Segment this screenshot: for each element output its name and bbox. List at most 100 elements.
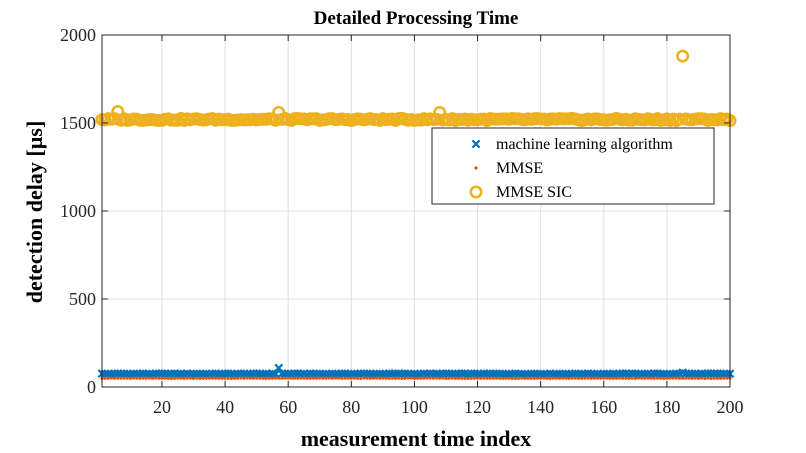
data-point bbox=[419, 376, 423, 380]
data-point bbox=[551, 376, 555, 380]
data-point bbox=[236, 376, 240, 380]
data-point bbox=[191, 376, 196, 380]
data-point bbox=[255, 376, 259, 380]
data-point bbox=[718, 376, 723, 380]
x-axis-label: measurement time index bbox=[301, 426, 532, 451]
data-point bbox=[308, 376, 312, 380]
data-point bbox=[406, 376, 410, 380]
data-point bbox=[302, 376, 306, 380]
data-point bbox=[154, 376, 158, 380]
data-point bbox=[523, 376, 527, 380]
x-tick-label: 20 bbox=[153, 397, 171, 417]
data-point bbox=[715, 376, 719, 380]
y-tick-label: 1500 bbox=[60, 113, 96, 133]
data-point bbox=[674, 376, 678, 380]
data-point bbox=[198, 376, 202, 380]
data-point bbox=[709, 376, 713, 380]
data-point bbox=[431, 376, 435, 380]
data-point bbox=[520, 376, 524, 380]
data-point bbox=[337, 376, 341, 380]
data-point bbox=[138, 376, 142, 380]
data-point bbox=[239, 376, 243, 380]
data-point bbox=[185, 376, 189, 380]
data-point bbox=[441, 376, 445, 380]
data-point bbox=[676, 49, 690, 63]
data-point bbox=[646, 376, 650, 380]
data-point bbox=[526, 376, 530, 380]
data-point bbox=[356, 376, 360, 380]
data-point bbox=[516, 376, 521, 380]
data-point bbox=[176, 376, 180, 380]
x-tick-label: 200 bbox=[717, 397, 744, 417]
y-tick-label: 500 bbox=[69, 289, 96, 309]
data-point bbox=[103, 376, 107, 380]
data-point bbox=[362, 376, 366, 380]
x-tick-label: 100 bbox=[401, 397, 428, 417]
data-point bbox=[425, 376, 429, 380]
data-point bbox=[122, 376, 126, 380]
data-point bbox=[258, 376, 262, 380]
legend-label: MMSE bbox=[496, 160, 543, 177]
data-point bbox=[387, 376, 391, 380]
x-tick-label: 60 bbox=[279, 397, 297, 417]
data-point bbox=[677, 376, 682, 380]
data-point bbox=[542, 376, 546, 380]
data-point bbox=[400, 376, 404, 380]
data-point bbox=[349, 376, 353, 380]
data-point bbox=[327, 376, 331, 380]
data-point bbox=[318, 376, 322, 380]
data-point bbox=[242, 376, 246, 380]
data-point bbox=[447, 376, 451, 380]
data-point bbox=[488, 376, 492, 380]
data-point bbox=[273, 376, 278, 380]
data-point bbox=[570, 376, 574, 380]
y-tick-label: 2000 bbox=[60, 25, 96, 45]
data-point bbox=[668, 376, 672, 380]
data-point bbox=[169, 376, 174, 380]
data-point bbox=[229, 376, 233, 380]
data-point bbox=[403, 376, 407, 380]
data-point bbox=[592, 376, 596, 380]
data-point bbox=[106, 376, 110, 380]
data-point bbox=[305, 376, 309, 380]
legend-marker-x bbox=[471, 139, 481, 149]
data-point bbox=[147, 376, 151, 380]
data-point bbox=[696, 376, 701, 380]
data-point bbox=[264, 376, 268, 380]
data-point bbox=[340, 376, 344, 380]
data-point bbox=[706, 376, 710, 380]
data-point bbox=[621, 376, 625, 380]
legend-marker-dot bbox=[474, 166, 478, 170]
data-point bbox=[722, 376, 726, 380]
legend-label: MMSE SIC bbox=[496, 184, 572, 201]
data-point bbox=[393, 376, 398, 380]
data-point bbox=[261, 376, 265, 380]
data-point bbox=[624, 376, 628, 380]
data-point bbox=[365, 376, 369, 380]
data-point bbox=[510, 376, 514, 380]
data-point bbox=[182, 376, 186, 380]
data-point bbox=[450, 376, 454, 380]
data-point bbox=[554, 376, 559, 380]
data-point bbox=[712, 376, 716, 380]
data-point bbox=[286, 376, 290, 380]
data-point bbox=[573, 376, 577, 380]
data-point bbox=[504, 376, 508, 380]
data-point bbox=[109, 376, 114, 380]
data-point bbox=[699, 376, 704, 380]
data-point bbox=[220, 376, 224, 380]
data-point bbox=[277, 376, 281, 380]
data-point bbox=[608, 376, 612, 380]
data-point bbox=[501, 376, 505, 380]
x-tick-label: 160 bbox=[590, 397, 617, 417]
data-point bbox=[166, 376, 170, 380]
data-point bbox=[245, 376, 249, 380]
x-tick-label: 180 bbox=[653, 397, 680, 417]
data-point bbox=[636, 376, 641, 380]
data-point bbox=[662, 376, 666, 380]
data-point bbox=[485, 376, 489, 380]
data-point bbox=[693, 376, 697, 380]
data-point bbox=[210, 376, 215, 380]
data-point bbox=[292, 376, 297, 380]
